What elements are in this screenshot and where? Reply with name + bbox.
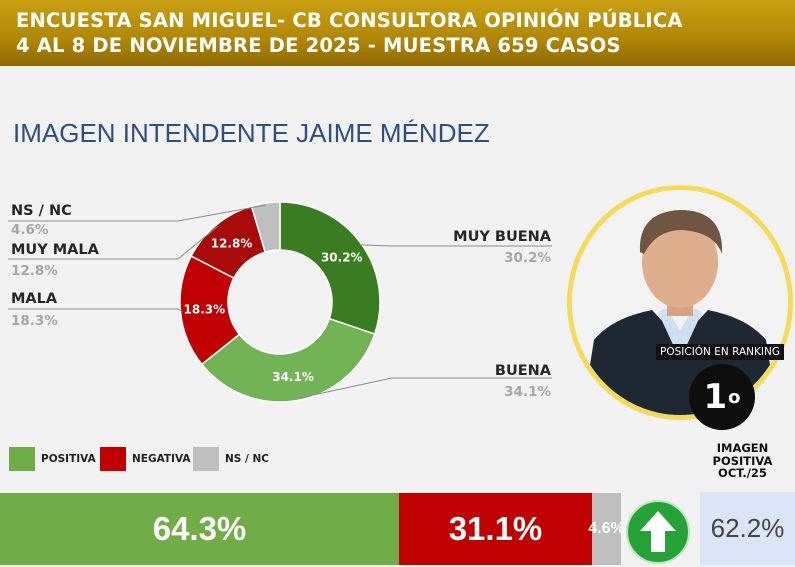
legend-ns-nc: NS / NC — [193, 447, 269, 471]
donut-data-label: 12.8% — [211, 236, 253, 250]
label-mala: MALA — [11, 291, 58, 307]
ranking-value: 1 — [703, 377, 728, 417]
ranking-label: POSICIÓN EN RANKING — [656, 344, 784, 360]
value-muy-buena: 30.2% — [504, 250, 551, 266]
leader-line — [8, 308, 183, 312]
legend-swatch-ns-nc — [193, 447, 219, 471]
label-ns-nc: NS / NC — [11, 203, 72, 219]
legend-swatch-negativa — [100, 447, 126, 471]
stacked-bar: 64.3% 31.1% 4.6% — [0, 493, 625, 565]
ranking-suffix: o — [728, 386, 741, 408]
value-mala: 18.3% — [11, 313, 58, 329]
bar-data-label: 31.1% — [448, 510, 543, 547]
bar-segment-ns-nc: 4.6% — [588, 493, 625, 565]
leader-line — [296, 377, 552, 400]
previous-image-label: IMAGEN POSITIVA OCT./25 — [690, 442, 795, 480]
donut-slice-buena — [200, 317, 376, 403]
bar-segment-positiva: 64.3% — [0, 493, 399, 565]
legend-positiva: POSITIVA — [9, 447, 96, 471]
previous-value: 62.2% — [700, 492, 795, 565]
label-muy-mala: MUY MALA — [11, 242, 99, 258]
header-subtitle: 4 AL 8 DE NOVIEMBRE DE 2025 - MUESTRA 65… — [16, 34, 621, 57]
leader-line — [359, 244, 552, 247]
leader-line — [8, 204, 266, 222]
donut-slice-muy-buena — [279, 201, 381, 336]
header-title: ENCUESTA SAN MIGUEL- CB CONSULTORA OPINI… — [16, 9, 683, 32]
donut-data-label: 30.2% — [321, 251, 363, 265]
person-silhouette-icon — [572, 190, 788, 415]
value-muy-mala: 12.8% — [11, 263, 58, 279]
previous-label-line2: POSITIVA — [712, 453, 773, 468]
value-buena: 34.1% — [504, 384, 551, 400]
header-banner: ENCUESTA SAN MIGUEL- CB CONSULTORA OPINI… — [0, 0, 795, 66]
legend-swatch-positiva — [9, 447, 35, 471]
bar-data-label: 4.6% — [588, 520, 625, 537]
bar-segment-negativa: 31.1% — [399, 493, 592, 565]
portrait-photo — [567, 185, 793, 420]
legend-label-positiva: POSITIVA — [41, 453, 96, 465]
previous-label-line1: IMAGEN — [716, 441, 769, 455]
donut-data-label: 18.3% — [184, 302, 226, 316]
value-ns-nc: 4.6% — [11, 222, 49, 238]
previous-label-line3: OCT./25 — [718, 466, 767, 480]
donut-slice-ns-nc — [250, 201, 281, 254]
legend-label-negativa: NEGATIVA — [132, 453, 191, 465]
legend-negativa: NEGATIVA — [100, 447, 191, 471]
legend-label-ns-nc: NS / NC — [225, 453, 269, 465]
label-buena: BUENA — [494, 363, 551, 379]
up-arrow-icon — [626, 500, 690, 564]
donut-data-label: 34.1% — [272, 370, 314, 384]
label-muy-buena: MUY BUENA — [453, 229, 551, 245]
page-title: IMAGEN INTENDENTE JAIME MÉNDEZ — [13, 118, 490, 148]
bar-data-label: 64.3% — [152, 510, 247, 547]
leader-line — [8, 226, 218, 260]
